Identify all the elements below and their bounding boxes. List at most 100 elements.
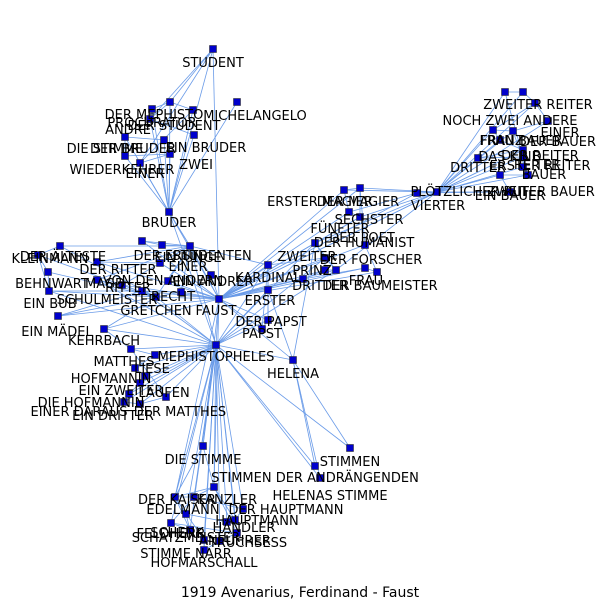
edge-bruder-zwei_top (168, 153, 171, 213)
node-ein-maedel (54, 312, 62, 320)
node-label-einer-right: EINER (540, 126, 579, 141)
node-label-ein-bruder: EIN BRUDER (166, 141, 247, 156)
edge-faust-kehrbach (103, 298, 220, 330)
edge-der_ritter-einer_mid (96, 261, 161, 264)
node-recht (177, 288, 185, 296)
node-zweiter-reiter (501, 88, 509, 96)
edge-gretchen-magd (96, 279, 157, 298)
node-franz (489, 126, 497, 134)
edge-kardinal-papst (261, 264, 269, 330)
edge-mephistopheles-hofmannin (134, 344, 217, 369)
node-zweiter (321, 254, 329, 262)
node-label-behnwart: BEHNWART (15, 277, 89, 292)
edge-mephistopheles-laufen (139, 344, 217, 384)
node-einer-daraus (120, 398, 128, 406)
edge-student-der_mephisto (169, 48, 214, 103)
node-der-humanist (311, 239, 319, 247)
node-ritter (118, 281, 126, 289)
node-label-die-hofmannin: DIE HOFMANNIN (38, 396, 145, 411)
edge-ploetzlicher_ruf-zweiter_bauer (436, 174, 501, 193)
edge-faust-der_erste (141, 240, 220, 300)
node-ein-dritter (136, 400, 144, 408)
nodes-layer (34, 45, 552, 554)
edge-faust-prinz (218, 269, 326, 300)
node-einer-right (531, 99, 539, 107)
node-der-magier (356, 184, 364, 192)
edge-mephistopheles-helena (215, 344, 294, 361)
node-label-helena: HELENA (267, 367, 319, 382)
edge-ploetzlicher_ruf-einer_right (436, 102, 536, 193)
edge-mephistopheles-studenten (189, 245, 217, 346)
edge-bruder-andre (149, 118, 170, 213)
node-label-das-kind: DAS KIND (478, 150, 541, 165)
edge-gretchen-behnwart (47, 271, 157, 298)
edge-ein_maedel-schulmeister (57, 290, 143, 317)
node-noch-zwei-andere (519, 88, 527, 96)
edge-student-bruder (168, 48, 214, 213)
edge-einer_right-franz (492, 102, 536, 131)
node-bauer (524, 171, 532, 179)
node-anfuehrer (216, 537, 224, 545)
node-gretchen (152, 293, 160, 301)
edge-helena-der_humanist (292, 242, 316, 361)
node-label-schenk: SCHENK (150, 526, 204, 541)
node-der-hauptmann (239, 505, 247, 513)
node-label-noch-zwei-andere: NOCH ZWEI ANDERE (443, 114, 578, 129)
edge-sechster-der_humanist (314, 216, 361, 244)
node-label-zweiter-bauer: ZWEITER BAUER (487, 185, 595, 200)
edge-kardinal-zweiter (267, 257, 326, 266)
node-michelangelo (233, 98, 241, 106)
edge-mephistopheles-stimmen (215, 344, 351, 449)
node-label-bauer: BAUER (522, 168, 567, 183)
edge-schenk-truchsess (170, 522, 238, 534)
node-ein-bub (45, 287, 53, 295)
node-helena (289, 356, 297, 364)
node-label-zweiter-reiter: ZWEITER REITER (483, 98, 592, 113)
node-label-feldherr: FELDHERR (137, 527, 206, 542)
edge-faust-von_den_andern (167, 280, 220, 300)
edge-bruder-der_student_top (168, 109, 194, 213)
edge-gretchen-ein_maedel (57, 296, 157, 317)
node-label-ein-junge: EIN JUNGE (154, 251, 221, 266)
edge-mephistopheles-hofmarschall (203, 344, 217, 541)
node-label-hofmarschall: HOFMARSCHALL (150, 556, 258, 571)
edge-mephistopheles-der_matthes (165, 344, 217, 398)
node-label-stimme-narr: STIMME NARR (140, 547, 232, 562)
edge-mephistopheles-der_papst (215, 319, 269, 346)
node-sechster (356, 213, 364, 221)
edge-einer_top-zwei_top (139, 153, 171, 164)
node-label-ploetzlicher-ruf: PLÖTZLICHER RUF (410, 183, 529, 200)
edge-mephistopheles-helenas_stimme (215, 344, 321, 479)
node-label-der-kaiser: DER KAISER (138, 493, 216, 508)
node-feldherr (182, 510, 190, 518)
edge-studenten-der_ritter (96, 245, 191, 263)
node-label-vierter: VIERTER (411, 199, 465, 214)
node-label-die-stimme-2: DIE STIMME (165, 453, 242, 468)
node-label-einer-top: EINER (125, 167, 164, 182)
node-einer-mid (156, 259, 164, 267)
node-label-recht: RECHT (151, 290, 195, 305)
node-der-bruder-2 (160, 136, 168, 144)
edge-der_mephisto-der_student_top (169, 101, 194, 111)
node-schulmeister (138, 287, 146, 295)
edge-student-einer_top (139, 48, 214, 164)
node-label-schatzmeister: SCHATZMEISTER (132, 531, 241, 546)
node-der-mephisto (166, 98, 174, 106)
edge-mephistopheles-liese (154, 344, 217, 356)
node-label-einer-daraus: EINER DARAUS (31, 405, 128, 420)
node-label-der-papst: DER PAPST (235, 315, 306, 330)
edge-mephistopheles-der_forscher (215, 269, 337, 346)
node-label-sechster: SECHSTER (335, 213, 404, 228)
node-faust (215, 295, 223, 303)
edge-helena-erster (267, 289, 294, 361)
edge-andre-ein_bruder (149, 118, 195, 136)
node-label-reiter: REITER (514, 158, 560, 173)
edge-kanzler-hauptmann (213, 486, 236, 521)
node-label-der-bauer: DER BAUER (520, 135, 596, 150)
edge-mephistopheles-kardinal (215, 264, 269, 346)
edge-dritter_right-erster_reiter (477, 156, 524, 159)
node-hofmarschall (200, 536, 208, 544)
edge-ploetzlicher_ruf-dritter_right (436, 157, 479, 193)
node-label-wiederkehrer: WIEDERKEHRER (70, 163, 175, 178)
node-truchsess (233, 529, 241, 537)
